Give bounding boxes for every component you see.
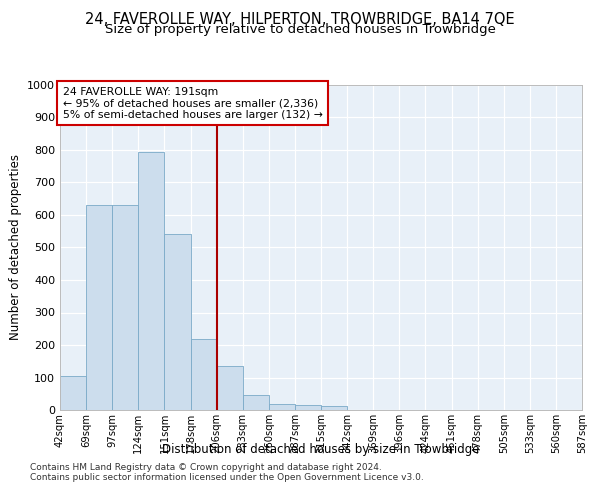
Bar <box>217 366 243 410</box>
Bar <box>269 404 295 410</box>
Bar <box>295 405 321 410</box>
Text: Contains public sector information licensed under the Open Government Licence v3: Contains public sector information licen… <box>30 474 424 482</box>
Bar <box>243 396 269 410</box>
Text: Distribution of detached houses by size in Trowbridge: Distribution of detached houses by size … <box>162 442 480 456</box>
Text: Contains HM Land Registry data © Crown copyright and database right 2024.: Contains HM Land Registry data © Crown c… <box>30 464 382 472</box>
Bar <box>60 376 86 410</box>
Bar <box>191 338 217 410</box>
Bar <box>139 152 164 410</box>
Bar <box>164 234 191 410</box>
Bar <box>112 205 139 410</box>
Bar <box>321 406 347 410</box>
Text: 24, FAVEROLLE WAY, HILPERTON, TROWBRIDGE, BA14 7QE: 24, FAVEROLLE WAY, HILPERTON, TROWBRIDGE… <box>85 12 515 28</box>
Bar <box>86 205 112 410</box>
Text: 24 FAVEROLLE WAY: 191sqm
← 95% of detached houses are smaller (2,336)
5% of semi: 24 FAVEROLLE WAY: 191sqm ← 95% of detach… <box>62 86 322 120</box>
Text: Size of property relative to detached houses in Trowbridge: Size of property relative to detached ho… <box>104 24 496 36</box>
Y-axis label: Number of detached properties: Number of detached properties <box>8 154 22 340</box>
